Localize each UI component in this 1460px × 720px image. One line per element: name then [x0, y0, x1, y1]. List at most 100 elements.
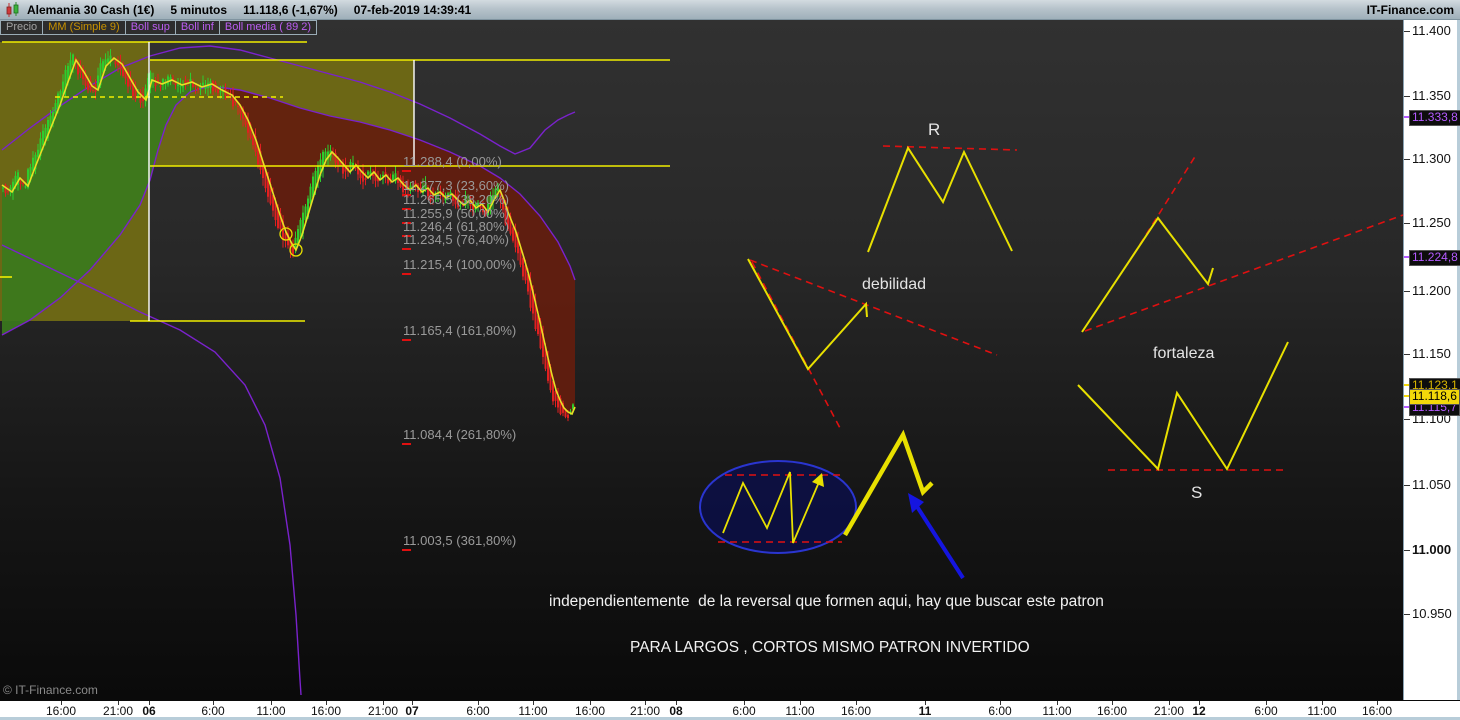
watermark-label: © IT-Finance.com	[3, 683, 98, 697]
annotation-note-2: PARA LARGOS , CORTOS MISMO PATRON INVERT…	[630, 639, 1030, 656]
fib-level-tick	[402, 170, 411, 172]
bull-cloud	[2, 59, 215, 335]
indicator-button-boll-sup[interactable]: Boll sup	[126, 21, 176, 34]
fib-level-tick	[402, 235, 411, 237]
time-tick	[1199, 701, 1200, 705]
price-tick	[1404, 485, 1410, 486]
price-tick	[1404, 31, 1410, 32]
price-tick	[1404, 550, 1410, 551]
time-tick-label: 06	[142, 704, 156, 718]
trend-dashed-line[interactable]	[882, 145, 1018, 151]
last-quote: 11.118,6 (-1,67%)	[243, 2, 338, 17]
time-tick-label: 11:00	[785, 704, 815, 718]
trend-dashed-line[interactable]	[1084, 214, 1403, 332]
indicator-button-boll-media-89-2[interactable]: Boll media ( 89 2)	[224, 21, 312, 33]
brand-label: IT-Finance.com	[1366, 2, 1454, 17]
time-axis[interactable]: 16:00 21:00 06 6:00 11:00 16:00 21:00 07 6:00 11:…	[0, 700, 1460, 720]
fib-level-tick	[402, 339, 411, 341]
time-tick	[856, 701, 857, 705]
price-tick-label: 11.250	[1412, 215, 1451, 230]
pattern-double-bottom-S[interactable]	[1077, 341, 1289, 472]
fib-level-label-100,00%: 11.215,4 (100,00%)	[403, 257, 517, 272]
pattern-strength-zigzag[interactable]	[1081, 216, 1214, 333]
boll-sup-line	[1, 45, 576, 155]
time-tick	[1000, 701, 1001, 705]
time-tick	[744, 701, 745, 705]
time-tick	[383, 701, 384, 705]
blue-arrow[interactable]	[914, 503, 965, 580]
mm9-line	[1, 56, 576, 416]
fib-level-label-23,60%: 11.277,3 (23,60%)	[403, 178, 509, 193]
axis-value-tick	[1404, 406, 1409, 408]
time-tick	[1322, 701, 1323, 705]
pattern-ellipse-zigzag[interactable]	[722, 471, 823, 544]
pattern-double-top-R[interactable]	[867, 145, 1013, 253]
time-tick	[645, 701, 646, 705]
time-tick-label: 16:00	[574, 704, 606, 718]
time-tick-label: 12	[1192, 704, 1206, 718]
fib-level-label-161,80%: 11.165,4 (161,80%)	[403, 323, 517, 338]
fib-level-label-261,80%: 11.084,4 (261,80%)	[403, 427, 517, 442]
pattern-target-hook[interactable]	[843, 429, 934, 537]
fib-level-label-361,80%: 11.003,5 (361,80%)	[403, 533, 517, 548]
strength-label: fortaleza	[1153, 345, 1215, 362]
fib-level-label-50,00%: 11.255,9 (50,00%)	[403, 206, 509, 221]
fib-level-tick	[402, 549, 411, 551]
circle-marker[interactable]	[289, 243, 303, 257]
price-tick-label: 11.400	[1412, 23, 1451, 38]
circle-marker[interactable]	[279, 227, 293, 241]
blue-arrowhead-icon	[908, 493, 924, 513]
fib-level-tick	[402, 443, 411, 445]
price-tick	[1404, 419, 1410, 420]
axis-value-tick	[1404, 116, 1409, 118]
time-tick	[800, 701, 801, 705]
time-tick-label: 16:00	[1361, 704, 1393, 718]
time-tick	[1112, 701, 1113, 705]
support-label: S	[1191, 483, 1203, 502]
chart-canvas[interactable]: Precio MM (Simple 9) Boll sup Boll inf Boll …	[0, 20, 1403, 700]
weakness-label: debilidad	[862, 276, 927, 293]
indicator-button-boll-inf[interactable]: Boll inf	[176, 21, 220, 34]
price-tick	[1404, 354, 1410, 355]
price-tick	[1404, 96, 1410, 97]
boll-inf-line	[1, 244, 302, 696]
title-bar: Alemania 30 Cash (1€) 5 minutos 11.118,6…	[0, 0, 1460, 20]
boll-media-line	[1, 85, 576, 336]
fib-level-tick	[402, 273, 411, 275]
trend-dashed-line[interactable]	[751, 261, 841, 429]
bear-cloud	[215, 85, 575, 415]
time-tick	[1377, 701, 1378, 705]
time-tick-label: 6:00	[466, 704, 490, 718]
price-tick-label: 10.950	[1412, 606, 1452, 621]
time-tick	[412, 701, 413, 705]
time-tick-label: 16:00	[310, 704, 342, 718]
price-tick-label: 11.050	[1412, 477, 1451, 492]
axis-value-tick	[1404, 384, 1409, 386]
price-tick-label: 11.350	[1412, 88, 1451, 103]
time-tick	[533, 701, 534, 705]
indicator-button-precio[interactable]: Precio	[1, 21, 44, 34]
pattern-weakness-zigzag[interactable]	[747, 258, 868, 371]
indicator-button-mm-simple-9[interactable]: MM (Simple 9)	[43, 21, 126, 34]
price-tick-label: 11.150	[1412, 346, 1451, 361]
time-tick-label: 16:00	[1096, 704, 1128, 718]
instrument-name: Alemania 30 Cash (1€)	[27, 2, 155, 17]
fib-level-tick	[402, 222, 411, 224]
time-tick-label: 21:00	[367, 704, 399, 718]
time-tick	[326, 701, 327, 705]
time-tick	[478, 701, 479, 705]
price-axis[interactable]: 11.400 11.350 11.300 11.250 11.200 11.150 11.1…	[1403, 20, 1460, 700]
price-chart[interactable]	[0, 20, 1403, 700]
price-tick-label: 11.000	[1412, 542, 1452, 557]
time-tick-label: 21:00	[629, 704, 661, 718]
trend-dashed-line[interactable]	[1126, 154, 1197, 266]
trend-dashed-line[interactable]	[749, 259, 998, 356]
fib-level-tick	[402, 194, 411, 196]
axis-value-box: 11.118,6	[1409, 389, 1460, 405]
resistance-label: R	[928, 120, 941, 139]
fib-level-label-38,20%: 11.265,5 (38,20%)	[403, 192, 509, 207]
time-tick-label: 11	[918, 704, 932, 718]
time-tick-label: 08	[669, 704, 683, 718]
annotation-note-1: independientemente de la reversal que fo…	[549, 593, 1104, 610]
